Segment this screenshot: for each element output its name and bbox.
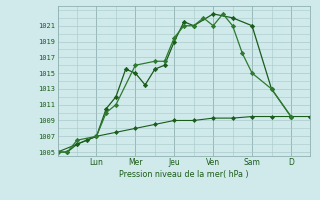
X-axis label: Pression niveau de la mer( hPa ): Pression niveau de la mer( hPa ) <box>119 170 249 179</box>
